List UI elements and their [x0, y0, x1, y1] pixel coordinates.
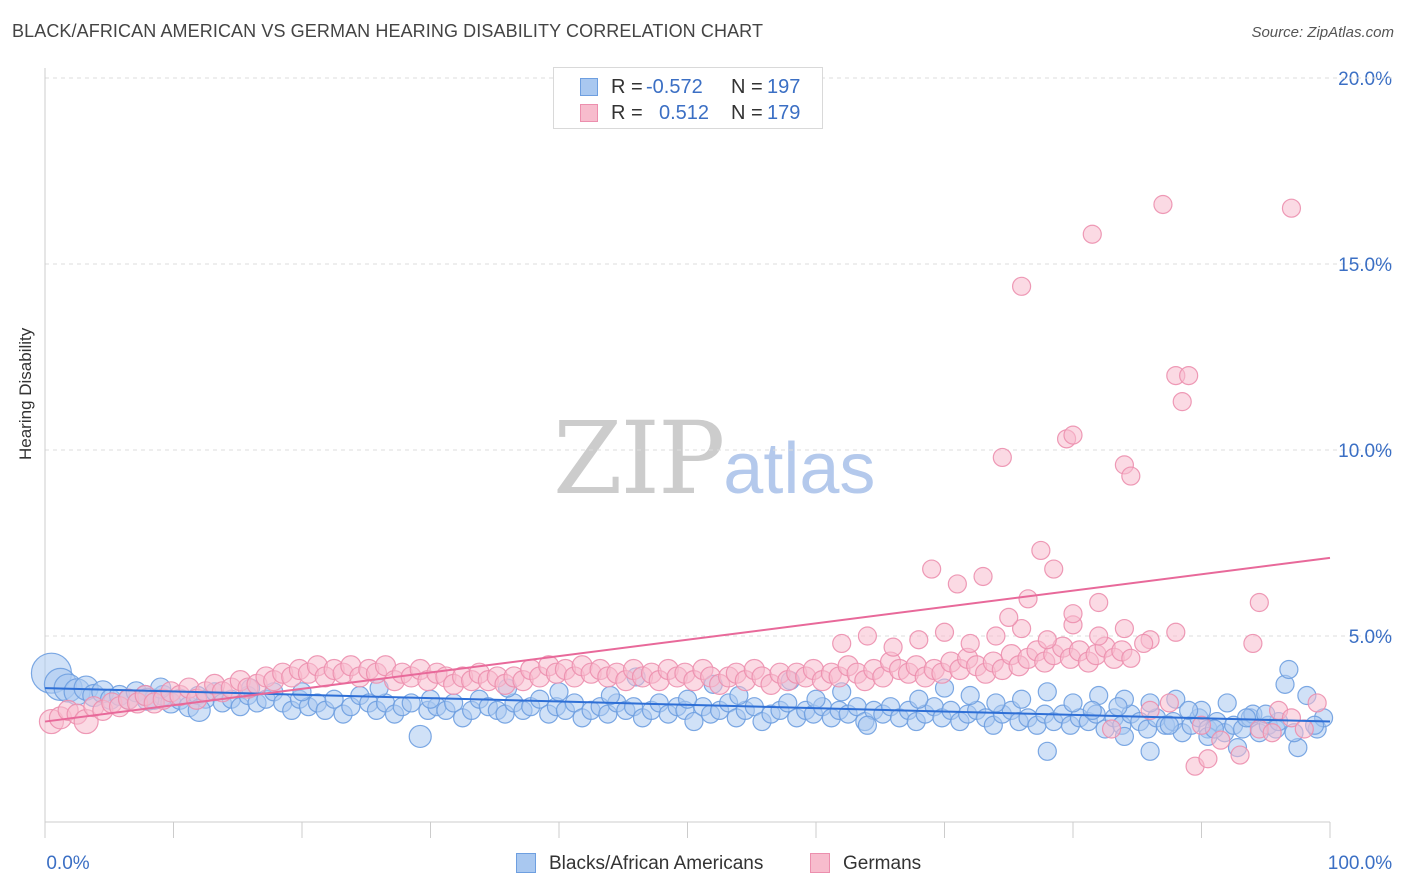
legend-r-value: -0.572	[646, 76, 703, 98]
germans-point	[1121, 648, 1141, 668]
germans-point	[1031, 540, 1051, 561]
series-label-germans: Germans	[843, 853, 922, 874]
blacks-point	[1217, 693, 1237, 713]
blacks-point	[1236, 708, 1257, 728]
x-tick-label: 100.0%	[1328, 853, 1393, 874]
germans-point	[1037, 630, 1057, 650]
germans-trend-line	[44, 556, 1331, 723]
germans-point	[1089, 626, 1109, 646]
germans-point	[1191, 715, 1212, 735]
legend-n-label: N =	[731, 102, 763, 124]
germans-point	[909, 630, 929, 650]
watermark-zip: ZIP	[553, 400, 725, 517]
germans-point	[999, 607, 1019, 628]
y-tick-label: 10.0%	[1338, 441, 1392, 462]
germans-point	[1243, 633, 1263, 654]
germans-point	[960, 633, 980, 654]
blacks-point	[684, 711, 704, 732]
germans-point	[1140, 700, 1160, 721]
germans-point	[1089, 592, 1109, 613]
watermark: ZIPatlas	[553, 400, 875, 517]
germans-point	[1294, 719, 1314, 739]
blacks-point	[408, 724, 432, 749]
germans-point	[1166, 622, 1186, 642]
blacks-point	[1140, 741, 1160, 761]
blacks-point	[1037, 741, 1057, 761]
germans-point	[1134, 633, 1154, 654]
blacks-point	[1159, 715, 1179, 735]
germans-point	[986, 626, 1006, 646]
y-axis-label: Hearing Disability	[16, 327, 35, 460]
germans-point	[934, 622, 955, 642]
germans-point	[947, 574, 967, 594]
y-tick-label: 15.0%	[1338, 255, 1392, 276]
germans-point	[1159, 693, 1179, 713]
y-tick-label: 20.0%	[1338, 69, 1392, 90]
germans-point	[1249, 592, 1269, 613]
germans-point	[832, 633, 852, 654]
germans-point	[1211, 730, 1231, 750]
legend-n-value: 179	[767, 102, 801, 124]
germans-point	[1063, 425, 1083, 445]
germans-point	[1063, 604, 1083, 624]
germans-point	[1281, 708, 1302, 728]
blacks-point	[1082, 700, 1102, 721]
germans-point	[1082, 224, 1102, 244]
series-swatch-germans	[810, 853, 830, 873]
germans-point	[1101, 719, 1122, 739]
germans-point	[1121, 466, 1141, 486]
germans-point	[1230, 745, 1250, 765]
germans-point	[1179, 366, 1199, 386]
blacks-point	[549, 682, 569, 702]
germans-point	[1198, 749, 1218, 769]
germans-point	[1018, 589, 1038, 609]
legend-r-value: 0.512	[659, 102, 710, 124]
legend-swatch-germans	[580, 104, 598, 122]
germans-point	[857, 626, 878, 646]
germans-point	[1307, 693, 1327, 713]
germans-point	[922, 559, 942, 579]
watermark-atlas: atlas	[723, 429, 876, 509]
germans-point	[1114, 618, 1135, 639]
germans-point	[1011, 618, 1032, 639]
blacks-point	[1063, 693, 1083, 713]
germans-point	[992, 447, 1012, 468]
correlation-legend: R = -0.572 N = 197 R = 0.512 N = 179	[553, 67, 823, 129]
germans-point	[1281, 198, 1302, 218]
blacks-point	[960, 685, 980, 706]
blacks-point	[1108, 697, 1128, 717]
legend-r-label: R =	[611, 76, 643, 98]
germans-point	[1262, 723, 1282, 743]
x-tick-label: 0.0%	[46, 853, 89, 874]
y-tick-label: 5.0%	[1349, 627, 1392, 648]
blacks-point	[1179, 700, 1199, 721]
legend-swatch-blacks	[580, 78, 598, 96]
series-legend: Blacks/African Americans Germans	[0, 852, 1406, 878]
germans-point	[883, 637, 903, 657]
blacks-point	[530, 689, 550, 709]
germans-point	[1011, 276, 1032, 296]
blacks-point	[1037, 682, 1057, 702]
germans-point	[1044, 559, 1064, 579]
chart-title: BLACK/AFRICAN AMERICAN VS GERMAN HEARING…	[12, 21, 764, 41]
blacks-point	[1279, 659, 1299, 680]
legend-n-label: N =	[731, 76, 763, 98]
germans-point	[1172, 392, 1192, 412]
germans-point	[1153, 194, 1173, 215]
blacks-point	[806, 689, 826, 709]
blacks-point	[857, 715, 878, 735]
legend-n-value: 197	[767, 76, 801, 98]
series-label-blacks: Blacks/African Americans	[549, 853, 764, 874]
blacks-point	[1011, 689, 1032, 709]
source-credit: Source: ZipAtlas.com	[1251, 24, 1394, 41]
blacks-point	[909, 689, 929, 709]
blacks-point	[986, 693, 1006, 713]
germans-point	[973, 566, 993, 587]
series-swatch-blacks	[516, 853, 536, 873]
legend-r-label: R =	[611, 102, 643, 124]
